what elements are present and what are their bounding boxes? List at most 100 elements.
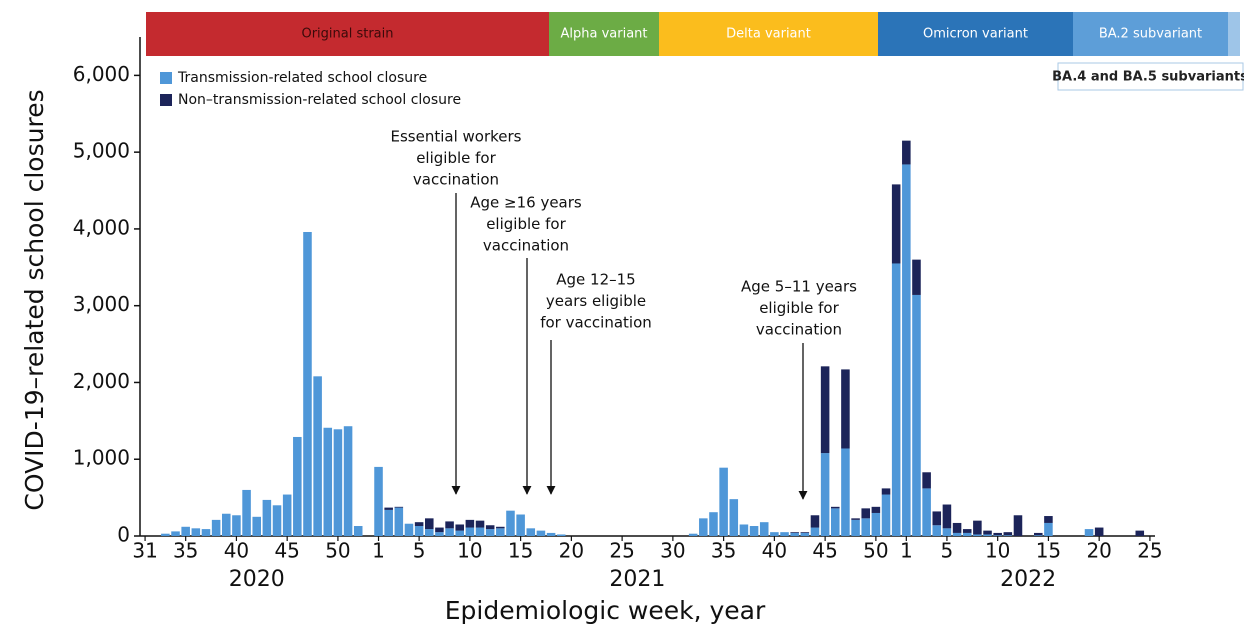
y-axis-title: COVID-19–related school closures [20,89,49,510]
period-band [1073,12,1228,56]
bar [699,518,708,536]
bar [983,534,992,536]
bar [719,467,728,536]
year-label: 2022 [1000,567,1056,592]
x-tick-label: 50 [863,539,888,563]
bar [1135,530,1145,536]
bar [414,526,424,536]
bar [425,518,434,530]
bar [1003,535,1013,536]
bar [536,530,546,536]
bar [932,525,942,536]
x-tick-label: 10 [985,539,1010,563]
bar [435,527,444,533]
bar [293,436,302,536]
bar [161,533,170,536]
bar [780,532,789,536]
period-band [549,12,659,56]
bar [556,534,566,536]
bar [912,259,921,295]
bar [475,520,485,528]
bar [445,528,454,536]
bar [1044,522,1053,536]
bar [932,511,942,526]
bar [881,488,891,495]
bar [871,512,881,536]
bar [384,507,393,510]
period-callout [1057,62,1244,91]
period-band [659,12,878,56]
bar [232,515,241,536]
x-tick-label: 40 [762,539,787,563]
period-label: Omicron variant [923,27,1028,42]
period-label: BA.2 subvariant [1099,27,1202,42]
bar [770,532,779,536]
bar [688,533,698,536]
x-tick-label: 10 [457,539,482,563]
bar [1044,516,1053,523]
legend-label: Transmission-related school closure [177,70,427,86]
legend-swatch [160,94,172,106]
bar [800,532,810,533]
bar [435,532,444,536]
year-label: 2020 [229,567,285,592]
bar [962,529,972,533]
annotation: vaccination [413,171,499,189]
annotation: Age 12–15 [556,271,635,289]
bar [353,526,363,536]
x-axis-title: Epidemiologic week, year [445,596,766,625]
legend-label: Non–transmission-related school closure [178,92,461,108]
bar [374,466,383,536]
x-tick-label: 25 [1137,539,1162,563]
bar [942,504,952,529]
bar [272,505,282,536]
bar [891,263,901,536]
period-band [1228,12,1240,56]
x-tick-label: 20 [1086,539,1111,563]
period-band [878,12,1073,56]
annotation: eligible for [486,215,566,233]
bar [1034,535,1043,536]
annotation: Essential workers [391,128,522,146]
bar [881,494,891,536]
x-tick-label: 45 [812,539,837,563]
bar [526,528,536,536]
y-tick-label: 5,000 [73,139,130,163]
bar [252,516,261,536]
bar [973,520,982,535]
bar [993,532,1002,536]
bar [861,518,870,536]
bar [262,499,272,536]
annotation: vaccination [756,321,842,339]
annotation: vaccination [483,237,569,255]
x-tick-label: 1 [900,539,913,563]
bar [313,376,322,536]
bar [211,519,221,536]
bar [1013,515,1023,536]
annotation: Age 5–11 years [741,278,857,296]
bar [922,488,931,536]
bar [952,522,962,533]
bar [831,508,840,536]
bar [902,140,911,165]
bar [790,532,799,536]
bar [973,534,982,536]
bar [191,528,201,536]
annotation: for vaccination [540,314,652,332]
y-tick-label: 6,000 [73,62,130,86]
bar [455,524,464,531]
bar [496,528,505,536]
bar [394,507,404,536]
bar [1034,532,1043,536]
period-label: Delta variant [726,27,811,42]
bar [841,369,850,449]
bar [171,531,180,536]
bar [465,527,475,536]
bar [455,530,464,536]
bar [942,528,952,536]
bar [993,535,1002,536]
x-tick-label: 35 [173,539,198,563]
annotation: eligible for [416,149,496,167]
bar [201,529,211,536]
